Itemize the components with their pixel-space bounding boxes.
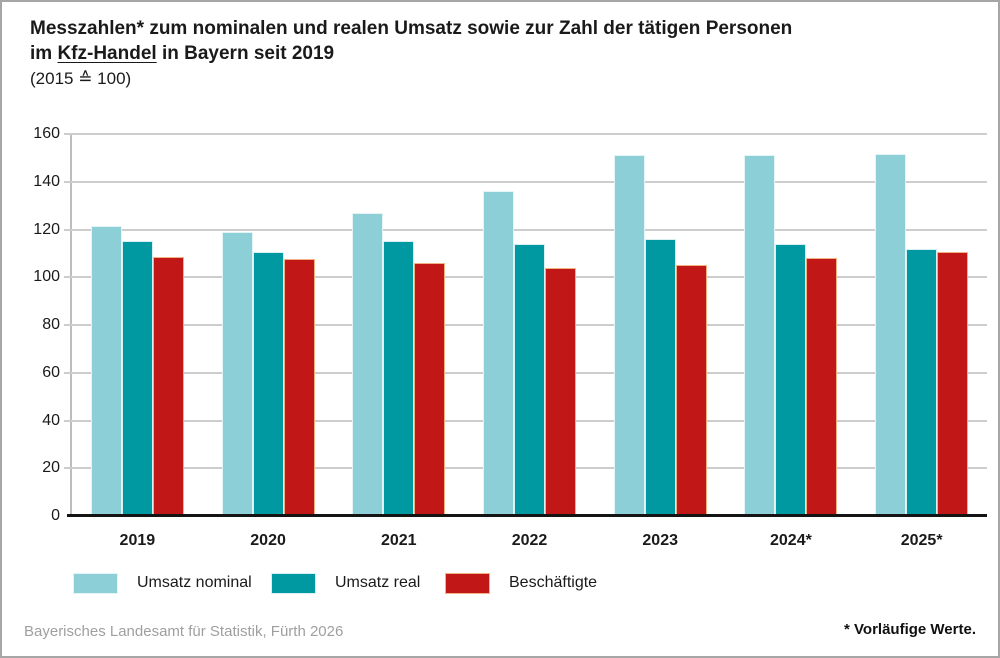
bar-umsatz-nominal-2022	[482, 191, 514, 516]
title-line-2-underlined: Kfz-Handel	[57, 43, 157, 64]
provisional-note: * Vorläufige Werte.	[844, 621, 976, 638]
title-base-year: (2015 ≙ 100)	[30, 69, 132, 88]
y-tick-20	[64, 467, 72, 470]
x-axis-label-2021: 2021	[380, 532, 417, 549]
y-axis-label-40: 40	[42, 411, 60, 429]
title-line-2: im Kfz-Handel in Bayern seit 2019	[30, 41, 980, 66]
bar-besch-ftigte-2022	[544, 268, 576, 516]
bar-group-2023	[595, 134, 726, 516]
bar-group-2021	[333, 134, 464, 516]
bar-umsatz-real-2019	[121, 241, 153, 516]
bar-umsatz-real-2022	[513, 244, 545, 516]
bar-umsatz-nominal-2025	[875, 154, 907, 516]
x-axis-label-2019: 2019	[119, 532, 156, 549]
bar-group-2024*	[726, 134, 857, 516]
y-tick-40	[64, 419, 72, 422]
title-line-2-prefix: im	[30, 43, 58, 64]
legend-item-umsatz-nominal: Umsatz nominal	[73, 572, 252, 594]
bar-umsatz-nominal-2024	[744, 155, 776, 516]
x-axis-label-2022: 2022	[511, 532, 548, 549]
bar-umsatz-nominal-2019	[90, 226, 122, 516]
y-tick-80	[64, 324, 72, 326]
legend-label-umsatz-nominal: Umsatz nominal	[137, 574, 252, 591]
legend-swatch-umsatz-nominal	[73, 572, 118, 594]
legend-swatch-umsatz-real	[271, 572, 316, 594]
bar-besch-ftigte-2019	[152, 257, 184, 516]
bar-besch-ftigte-2025	[937, 252, 969, 516]
bar-group-2020	[203, 134, 334, 516]
y-axis-label-80: 80	[42, 316, 60, 333]
y-axis-label-60: 60	[42, 363, 60, 381]
y-axis-label-140: 140	[33, 172, 60, 190]
x-axis-label-2020: 2020	[250, 532, 286, 549]
legend-item-besch-ftigte: Beschäftigte	[445, 572, 597, 594]
legend-item-umsatz-real: Umsatz real	[271, 572, 420, 594]
legend-label-besch-ftigte: Beschäftigte	[509, 574, 598, 591]
x-axis-label-2024: 2024*	[770, 532, 812, 549]
bar-umsatz-real-2025	[906, 249, 938, 516]
title-line-2-suffix: in Bayern seit 2019	[156, 43, 335, 64]
y-tick-60	[64, 371, 72, 374]
bar-umsatz-real-2020	[252, 252, 284, 516]
source-text: Bayerisches Landesamt für Statistik, Für…	[24, 623, 344, 640]
y-tick-140	[64, 180, 72, 183]
x-axis-label-2025: 2025*	[900, 532, 943, 549]
y-axis-label-120: 120	[33, 220, 60, 238]
bar-besch-ftigte-2020	[283, 259, 315, 516]
x-axis-baseline	[67, 514, 987, 517]
y-axis-label-20: 20	[42, 459, 60, 477]
gridline-140	[72, 180, 987, 183]
bar-umsatz-real-2021	[383, 241, 415, 516]
bar-umsatz-real-2023	[644, 239, 676, 516]
title-line-1: Messzahlen* zum nominalen und realen Ums…	[30, 18, 793, 39]
bar-besch-ftigte-2023	[675, 265, 707, 516]
y-axis-label-100: 100	[33, 268, 60, 286]
bar-umsatz-nominal-2020	[221, 232, 253, 516]
plot-area	[64, 133, 987, 517]
y-axis-label-0: 0	[51, 507, 60, 524]
chart-title: Messzahlen* zum nominalen und realen Ums…	[30, 16, 980, 91]
y-tick-160	[64, 133, 72, 135]
bar-umsatz-nominal-2021	[352, 213, 384, 516]
gridline-120	[72, 228, 987, 231]
bar-group-2025*	[856, 134, 987, 516]
legend-swatch-besch-ftigte	[445, 572, 490, 594]
bar-umsatz-real-2024	[775, 244, 807, 516]
bar-group-2019	[72, 134, 203, 516]
bar-besch-ftigte-2021	[414, 263, 446, 516]
bar-besch-ftigte-2024	[806, 258, 838, 516]
y-tick-120	[64, 228, 72, 231]
y-tick-100	[64, 276, 72, 279]
legend-label-umsatz-real: Umsatz real	[335, 574, 421, 591]
y-axis-label-160: 160	[33, 125, 60, 142]
gridline-160	[72, 133, 987, 135]
x-axis-label-2023: 2023	[642, 532, 678, 549]
bar-umsatz-nominal-2023	[613, 155, 645, 516]
bar-group-2022	[464, 134, 595, 516]
